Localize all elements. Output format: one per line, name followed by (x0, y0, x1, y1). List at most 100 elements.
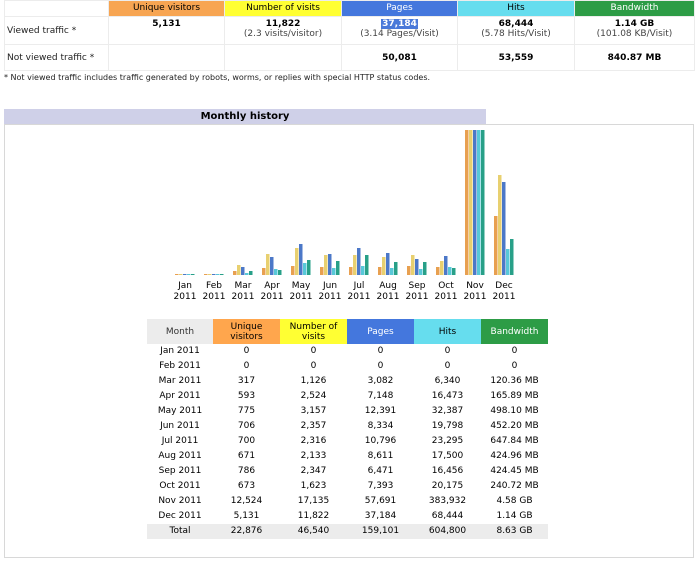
table-row: Aug 2011 671 2,133 8,611 17,500 424.96 MB (147, 449, 548, 464)
cell-pages: 6,471 (367, 466, 394, 476)
bar-unique-visitors-feb (204, 274, 208, 275)
monthly-table: Month Unique visitors Number of visits P… (147, 319, 548, 539)
x-tick-year: 2011 (232, 292, 255, 302)
table-row: Jun 2011 706 2,357 8,334 19,798 452.20 MB (147, 419, 548, 434)
bar-number-of-visits-dec (498, 175, 502, 275)
total-bandwidth: 8.63 GB (481, 524, 548, 539)
table-row: Nov 2011 12,524 17,135 57,691 383,932 4.58 GB (147, 494, 548, 509)
table-row: Oct 2011 673 1,623 7,393 20,175 240.72 MB (147, 479, 548, 494)
x-tick-month-feb: Feb (206, 281, 222, 291)
header-pages: Pages (341, 0, 458, 17)
table-row: Dec 2011 5,131 11,822 37,184 68,444 1.14 GB (147, 509, 548, 524)
cell-pages: 0 (377, 361, 384, 371)
traffic-footnote: * Not viewed traffic includes traffic ge… (4, 73, 431, 82)
viewed-pages[interactable]: 37,184 (381, 19, 418, 29)
cell-uv: 0 (243, 361, 250, 371)
x-tick-month-dec: Dec (495, 281, 512, 291)
not-viewed-unique-visitors (108, 44, 225, 71)
total-pages: 159,101 (347, 524, 414, 539)
cell-month: Aug 2011 (158, 451, 202, 461)
cell-hits: 16,473 (431, 391, 464, 401)
bar-number-of-visits-oct (440, 261, 444, 275)
bar-pages-mar (241, 267, 245, 275)
cell-bw: 240.72 MB (490, 481, 539, 491)
x-tick-month-aug: Aug (379, 281, 397, 291)
cell-visits: 1,623 (300, 481, 327, 491)
cell-bw: 165.89 MB (490, 391, 539, 401)
total-visits: 46,540 (280, 524, 347, 539)
bar-hits-may (303, 263, 307, 275)
cell-uv: 706 (237, 421, 256, 431)
x-tick-month-jul: Jul (353, 281, 365, 291)
cell-visits: 17,135 (297, 496, 330, 506)
x-tick-year: 2011 (348, 292, 371, 302)
cell-pages: 8,611 (367, 451, 394, 461)
cell-month: May 2011 (157, 406, 203, 416)
viewed-unique-visitors: 5,131 (152, 19, 181, 29)
cell-hits: 16,456 (431, 466, 464, 476)
bar-pages-aug (386, 253, 390, 275)
cell-visits: 2,347 (300, 466, 327, 476)
bar-number-of-visits-apr (266, 254, 270, 275)
viewed-hits: 68,444 (498, 19, 534, 29)
cell-uv: 317 (237, 376, 256, 386)
table-row: Apr 2011 593 2,524 7,148 16,473 165.89 MB (147, 389, 548, 404)
cell-uv: 786 (237, 466, 256, 476)
x-tick-month-jun: Jun (322, 281, 337, 291)
bar-pages-sep (415, 259, 419, 275)
x-tick-year: 2011 (406, 292, 429, 302)
cell-visits: 2,133 (300, 451, 327, 461)
col-number-of-visits: Number of visits (280, 319, 347, 344)
cell-pages: 0 (377, 346, 384, 356)
bar-bandwidth-aug (394, 262, 398, 275)
bar-bandwidth-jun (336, 261, 340, 275)
x-tick-year: 2011 (377, 292, 400, 302)
cell-visits: 2,524 (300, 391, 327, 401)
cell-pages: 3,082 (367, 376, 394, 386)
bar-pages-feb (212, 274, 216, 275)
table-row: Jul 2011 700 2,316 10,796 23,295 647.84 MB (147, 434, 548, 449)
cell-pages: 37,184 (364, 511, 397, 521)
bar-hits-apr (274, 269, 278, 275)
not-viewed-visits (224, 44, 342, 71)
cell-visits: 0 (310, 361, 317, 371)
cell-month: Dec 2011 (158, 511, 202, 521)
bar-hits-mar (245, 273, 249, 275)
x-tick-year: 2011 (203, 292, 226, 302)
cell-hits: 68,444 (431, 511, 464, 521)
cell-hits: 32,387 (431, 406, 464, 416)
bar-hits-jun (332, 268, 336, 275)
bar-pages-oct (444, 256, 448, 275)
x-tick-year: 2011 (174, 292, 197, 302)
cell-month: Apr 2011 (159, 391, 201, 401)
cell-visits: 2,357 (300, 421, 327, 431)
bar-hits-jan (187, 274, 191, 275)
header-number-of-visits: Number of visits (224, 0, 342, 17)
x-tick-year: 2011 (493, 292, 516, 302)
x-tick-year: 2011 (261, 292, 284, 302)
viewed-visits: 11,822 (265, 19, 301, 29)
cell-bw: 120.36 MB (490, 376, 539, 386)
bar-number-of-visits-may (295, 248, 299, 275)
bar-bandwidth-nov (481, 130, 485, 275)
bar-number-of-visits-nov (469, 130, 473, 275)
bar-pages-apr (270, 257, 274, 275)
cell-month: Mar 2011 (158, 376, 202, 386)
bar-hits-oct (448, 267, 452, 275)
cell-visits: 11,822 (297, 511, 330, 521)
cell-visits: 2,316 (300, 436, 327, 446)
cell-bw: 1.14 GB (496, 511, 533, 521)
bar-number-of-visits-sep (411, 255, 415, 275)
viewed-hits-sub: (5.78 Hits/Visit) (481, 29, 551, 39)
col-unique-visitors: Unique visitors (213, 319, 280, 344)
cell-visits: 3,157 (300, 406, 327, 416)
table-row: Jan 2011 0 0 0 0 0 (147, 344, 548, 359)
bar-unique-visitors-dec (494, 216, 498, 275)
bar-unique-visitors-jan (175, 274, 179, 275)
bar-hits-sep (419, 269, 423, 275)
bar-number-of-visits-jun (324, 255, 328, 275)
x-tick-month-jan: Jan (177, 281, 192, 291)
col-month: Month (147, 319, 213, 344)
bar-pages-dec (502, 182, 506, 275)
table-row: Sep 2011 786 2,347 6,471 16,456 424.45 MB (147, 464, 548, 479)
